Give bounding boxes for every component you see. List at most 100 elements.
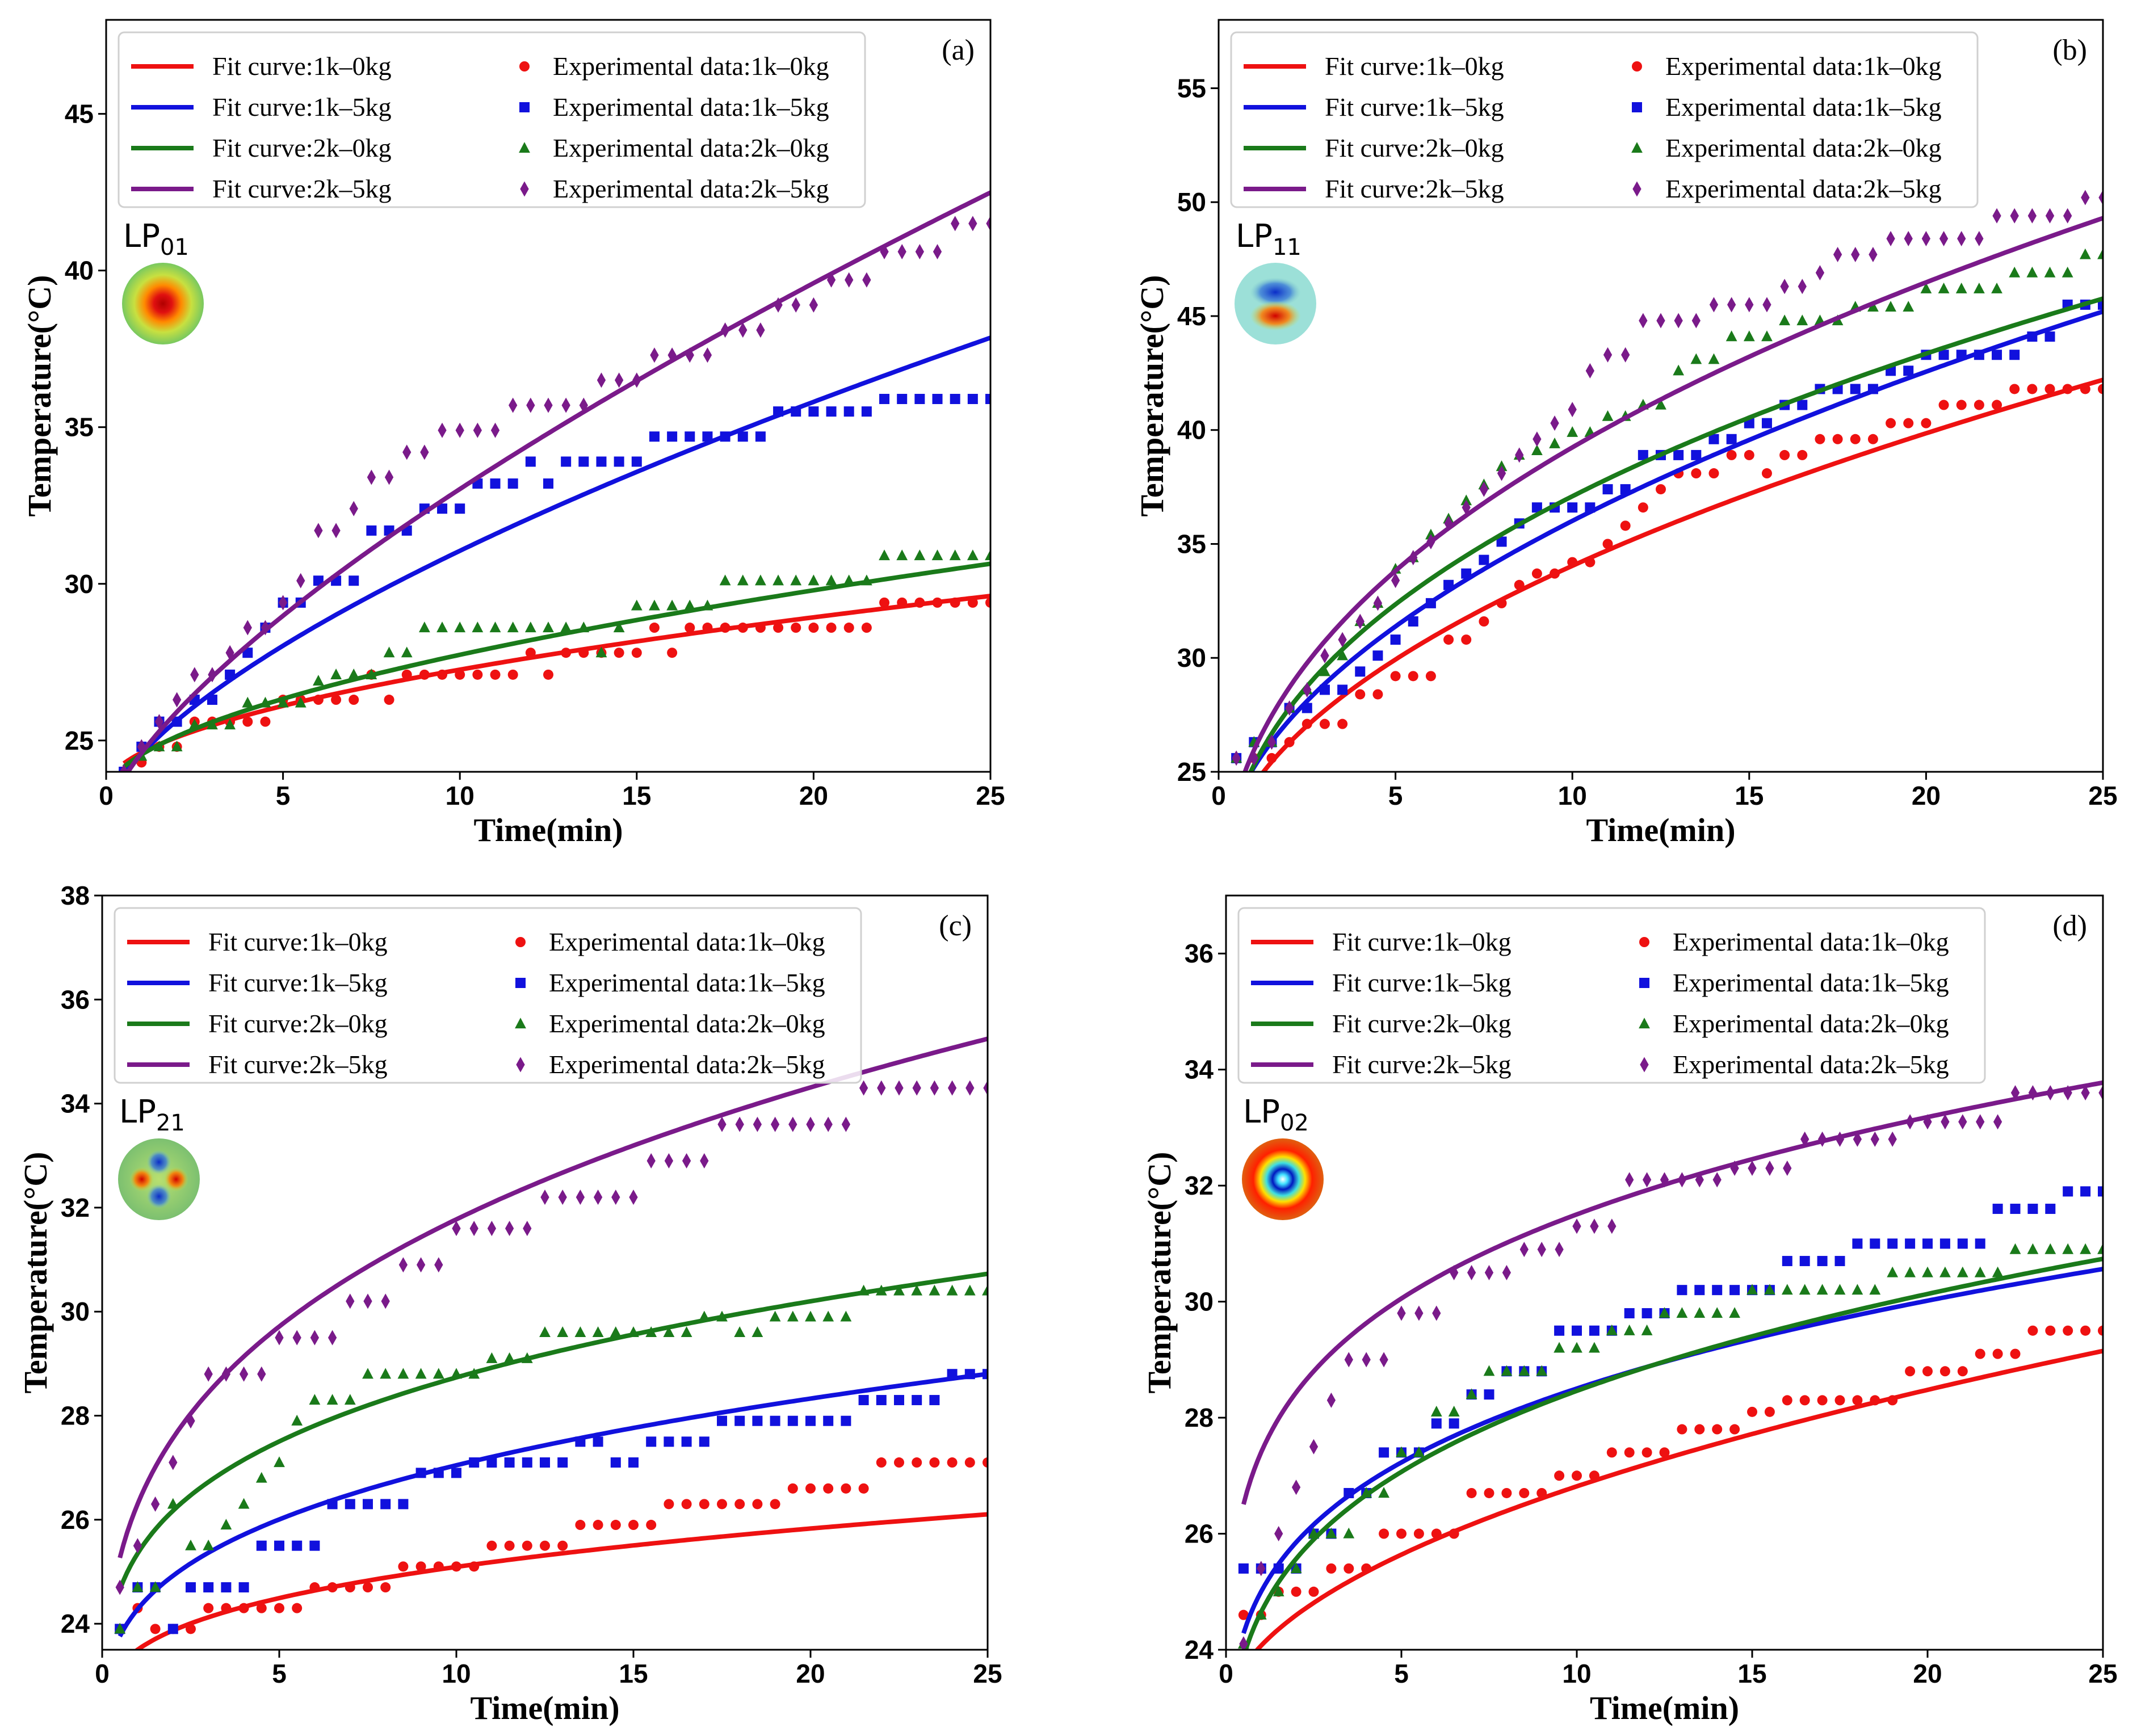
data-point-2k-5kg [1320,648,1329,663]
data-point-2k-5kg [523,1221,532,1237]
data-point-1k-0kg [614,648,624,658]
data-point-2k-0kg [734,1326,746,1338]
data-point-1k-0kg [685,623,695,633]
mode-profile-icon [122,263,204,344]
data-point-1k-0kg [1408,671,1418,682]
y-tick-label: 30 [65,569,94,599]
data-point-1k-0kg [610,1520,621,1531]
data-point-2k-5kg [1309,1439,1319,1455]
data-point-2k-5kg [1958,1114,1967,1130]
data-point-1k-5kg [2027,1204,2038,1214]
data-point-1k-0kg [349,695,359,705]
chart-panel-0: 0 5 10 15 20 25 25 30 35 40 45 Time(min) Temperature… [21,19,1005,848]
data-point-2k-0kg [1955,282,1967,293]
data-point-1k-5kg [1390,634,1401,645]
data-point-1k-0kg [1922,1366,1933,1377]
x-tick-label: 20 [1912,781,1941,810]
legend-swatch-exp-2k-5kg [520,181,529,197]
fit-curve-1k-0kg [1260,377,2103,772]
data-point-2k-0kg [1694,1307,1706,1318]
data-point-2k-5kg [420,444,429,460]
plot-area [119,190,990,772]
data-point-1k-0kg [1852,1395,1863,1406]
data-point-1k-5kg [1782,1256,1792,1267]
data-point-1k-5kg [1479,554,1489,565]
mode-profile-icon [118,1138,200,1220]
data-point-2k-5kg [1888,1131,1897,1147]
data-point-1k-5kg [858,1395,869,1406]
data-point-1k-5kg [1589,1325,1599,1336]
data-point-2k-5kg [1748,1160,1757,1176]
data-point-1k-0kg [1396,1528,1407,1539]
data-point-1k-5kg [1850,384,1861,394]
data-point-1k-5kg [490,478,501,489]
legend-label-fit: Fit curve:1k–0kg [208,927,388,956]
data-point-2k-5kg [770,1116,780,1132]
data-point-2k-5kg [1550,415,1559,431]
chart-panel-1: 0 5 10 15 20 25 25 30 35 40 45 50 55 Time(min) Tempera… [1133,19,2118,848]
legend-label-fit: Fit curve:2k–0kg [212,133,392,162]
data-point-2k-5kg [1585,363,1595,379]
x-tick-label: 25 [2088,1659,2117,1688]
data-point-1k-5kg [843,406,854,417]
data-point-2k-0kg [649,599,660,611]
y-tick-label: 38 [61,881,90,910]
data-point-2k-5kg [328,1330,337,1346]
data-point-1k-0kg [826,623,837,633]
data-point-1k-0kg [1782,1395,1792,1406]
y-tick-label: 30 [61,1297,90,1326]
data-point-2k-0kg [486,1352,498,1363]
data-point-2k-5kg [841,1116,851,1132]
data-point-2k-0kg [1690,353,1702,364]
y-axis-label: Temperature(°C) [1141,1152,1178,1394]
mode-label-sub: 11 [1273,234,1301,260]
data-point-1k-0kg [1624,1447,1635,1458]
data-point-2k-0kg [1781,1284,1793,1295]
data-point-1k-0kg [1443,634,1454,645]
data-point-2k-5kg [186,1413,195,1429]
y-tick-label: 40 [1177,415,1206,445]
data-point-1k-5kg [1957,1238,1968,1249]
data-point-1k-0kg [879,597,890,608]
data-point-1k-0kg [929,1457,940,1468]
data-point-2k-5kg [1957,230,1966,246]
data-point-2k-0kg [1518,1365,1530,1376]
data-point-1k-0kg [1659,1447,1670,1458]
legend-label-fit: Fit curve:1k–0kg [1325,52,1504,81]
data-point-1k-5kg [1712,1285,1723,1296]
legend-label-exp: Experimental data:1k–5kg [1665,93,1942,121]
data-point-2k-0kg [1834,1284,1846,1295]
y-tick-label: 35 [65,413,94,442]
data-point-2k-0kg [681,1326,692,1338]
legend-swatch-exp-1k-0kg [519,61,530,72]
legend-label-exp: Experimental data:1k–5kg [553,93,829,121]
y-tick-label: 34 [61,1089,90,1119]
data-point-1k-0kg [1466,1487,1477,1498]
data-point-1k-0kg [773,623,784,633]
data-point-1k-0kg [1992,1348,2003,1359]
data-point-2k-0kg [472,621,484,633]
data-point-2k-0kg [1903,301,1915,312]
data-point-1k-0kg [1761,468,1772,479]
fit-curve-2k-0kg [117,1271,988,1591]
data-point-2k-5kg [1870,1131,1879,1147]
data-point-1k-5kg [313,575,324,586]
legend-swatch-exp-2k-5kg [1640,1057,1649,1073]
mode-label: LP21 [119,1094,185,1136]
data-point-2k-5kg [243,620,252,636]
data-point-2k-0kg [1974,1266,1986,1277]
data-point-1k-5kg [664,1436,674,1447]
data-point-1k-5kg [912,1395,922,1406]
data-point-1k-5kg [646,1436,657,1447]
data-point-1k-0kg [681,1499,692,1510]
x-tick-label: 0 [99,781,114,810]
data-point-1k-5kg [631,456,642,467]
data-point-2k-0kg [185,1539,196,1550]
data-point-2k-5kg [824,1116,833,1132]
x-tick-label: 10 [446,781,475,810]
data-point-1k-5kg [2063,1186,2073,1197]
x-tick-label: 15 [1735,781,1764,810]
data-point-2k-0kg [790,574,802,586]
legend-label-exp: Experimental data:2k–0kg [549,1009,825,1038]
legend-label-exp: Experimental data:2k–0kg [553,133,829,162]
